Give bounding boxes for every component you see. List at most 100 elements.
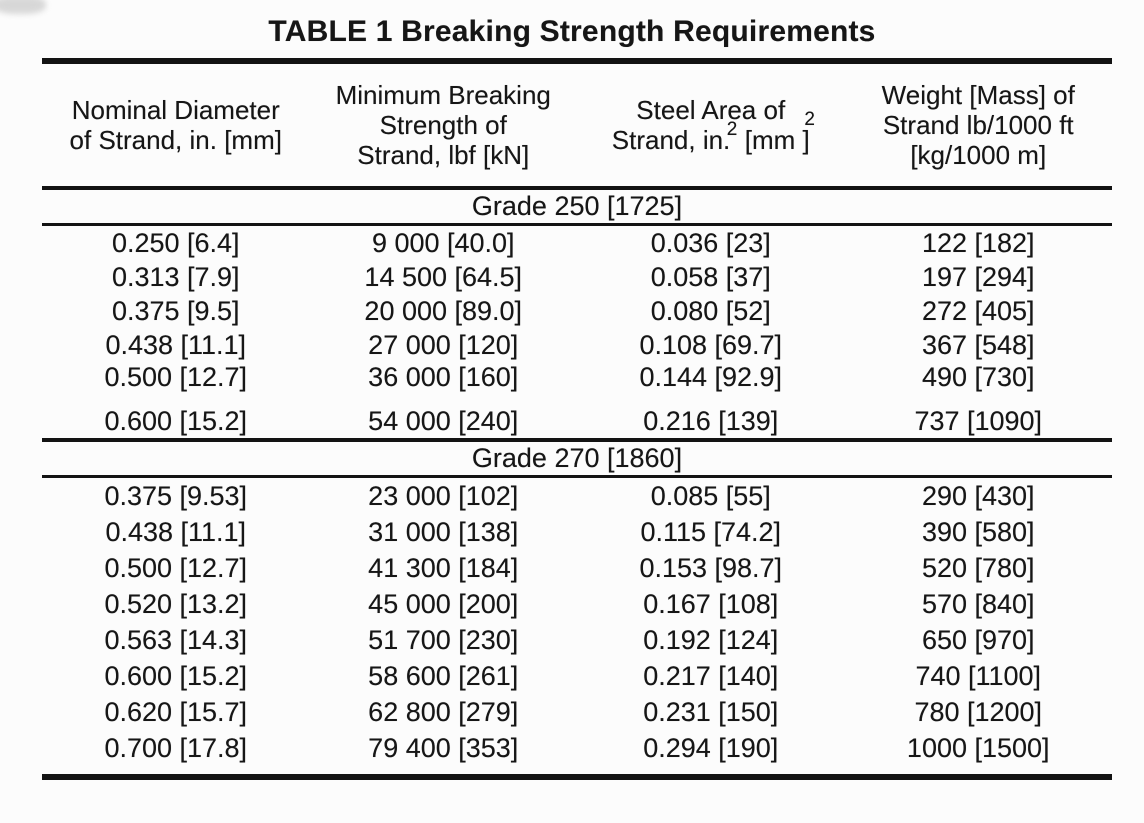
cell: 197 [294] <box>921 261 1035 292</box>
cell: 740 [1100] <box>915 660 1042 691</box>
cell: 650 [970] <box>921 624 1035 655</box>
cell: 20 000 [89.0] <box>364 295 523 326</box>
horizontal-rule <box>42 438 1112 442</box>
cell: 79 400 [353] <box>368 732 519 763</box>
cell: 0.080 [52] <box>650 295 771 326</box>
cell: 51 700 [230] <box>368 624 519 655</box>
cell: 0.231 [150] <box>643 696 779 727</box>
col-header-steel-area: Steel Area of Strand, in. [mm ] 2 2 <box>577 64 845 186</box>
cell: 0.294 [190] <box>643 732 779 763</box>
header-line: Weight [Mass] of <box>881 80 1075 110</box>
table-row: 0.375 [9.53] 23 000 [102] 0.085 [55] 290 [4… <box>42 478 1112 514</box>
table-row: 0.250 [6.4] 9 000 [40.0] 0.036 [23] 122 [18… <box>42 226 1112 260</box>
breaking-strength-table: Nominal Diameter of Strand, in. [mm] Min… <box>42 58 1112 780</box>
cell: 0.192 [124] <box>643 624 779 655</box>
cell: 0.438 [11.1] <box>105 329 247 360</box>
cell: 1000 [1500] <box>906 732 1050 763</box>
cell: 0.167 [108] <box>643 588 779 619</box>
table-title: TABLE 1 Breaking Strength Requirements <box>268 15 876 48</box>
cell: 0.500 [12.7] <box>104 362 248 392</box>
cell: 0.108 [69.7] <box>639 329 783 360</box>
header-line: Minimum Breaking <box>335 80 551 110</box>
header-line: Strand, lbf [kN] <box>357 140 530 170</box>
header-line: Strength of <box>379 110 507 140</box>
superscript-2-icon: 2 <box>804 109 815 130</box>
table-row: 0.520 [13.2] 45 000 [200] 0.167 [108] 570 [… <box>42 586 1112 622</box>
grade-270-rows: 0.375 [9.53] 23 000 [102] 0.085 [55] 290 [4… <box>42 478 1112 774</box>
cell: 0.563 [14.3] <box>104 624 248 655</box>
table-row: 0.500 [12.7] 41 300 [184] 0.153 [98.7] 520 … <box>42 550 1112 586</box>
col-header-min-breaking-strength: Minimum Breaking Strength of Strand, lbf… <box>310 64 578 186</box>
cell: 0.217 [140] <box>643 660 779 691</box>
header-line: [kg/1000 m] <box>910 140 1047 170</box>
horizontal-rule <box>42 223 1112 226</box>
table-row: 0.438 [11.1] 27 000 [120] 0.108 [69.7] 367 … <box>42 328 1112 362</box>
table-header-row: Nominal Diameter of Strand, in. [mm] Min… <box>42 64 1112 186</box>
horizontal-rule-bottom <box>42 774 1112 780</box>
table-row: 0.620 [15.7] 62 800 [279] 0.231 [150] 780 [… <box>42 694 1112 730</box>
cell: 737 [1090] <box>914 405 1043 436</box>
cell: 0.375 [9.5] <box>111 295 240 326</box>
cell: 0.313 [7.9] <box>111 261 240 292</box>
cell: 62 800 [279] <box>368 696 519 727</box>
grade-250-rows: 0.250 [6.4] 9 000 [40.0] 0.036 [23] 122 [18… <box>42 226 1112 438</box>
cell: 490 [730] <box>921 362 1035 392</box>
cell: 23 000 [102] <box>368 480 519 511</box>
horizontal-rule-top <box>42 58 1112 64</box>
table-row: 0.438 [11.1] 31 000 [138] 0.115 [74.2] 390 … <box>42 514 1112 550</box>
header-line: of Strand, in. [mm] <box>69 125 282 155</box>
cell: 0.375 [9.53] <box>104 480 248 511</box>
col-header-nominal-diameter: Nominal Diameter of Strand, in. [mm] <box>42 64 310 186</box>
scan-artifact <box>0 0 46 14</box>
horizontal-rule <box>42 475 1112 478</box>
cell: 0.250 [6.4] <box>111 227 240 258</box>
cell: 0.153 [98.7] <box>639 552 783 583</box>
superscript-2-icon: 2 <box>726 119 738 140</box>
cell: 9 000 [40.0] <box>371 227 515 258</box>
cell: 45 000 [200] <box>368 588 519 619</box>
section-header-grade-250: Grade 250 [1725] <box>471 191 683 221</box>
cell: 272 [405] <box>921 295 1035 326</box>
cell: 0.620 [15.7] <box>104 696 248 727</box>
table-row: 0.375 [9.5] 20 000 [89.0] 0.080 [52] 272 [4… <box>42 294 1112 328</box>
cell: 0.500 [12.7] <box>104 552 248 583</box>
table-row: 0.500 [12.7] 36 000 [160] 0.144 [92.9] 490 … <box>42 362 1112 392</box>
header-line: Steel Area of <box>636 95 786 125</box>
table-row: 0.700 [17.8] 79 400 [353] 0.294 [190] 1000 … <box>42 730 1112 766</box>
cell: 570 [840] <box>921 588 1035 619</box>
cell: 0.085 [55] <box>650 480 771 511</box>
cell: 0.600 [15.2] <box>104 660 248 691</box>
cell: 27 000 [120] <box>368 329 519 360</box>
table-row: 0.563 [14.3] 51 700 [230] 0.192 [124] 650 [… <box>42 622 1112 658</box>
cell: 0.520 [13.2] <box>104 588 248 619</box>
cell: 0.115 [74.2] <box>640 516 782 547</box>
cell: 58 600 [261] <box>368 660 519 691</box>
horizontal-rule <box>42 186 1112 190</box>
cell: 0.438 [11.1] <box>105 516 247 547</box>
cell: 36 000 [160] <box>368 362 519 392</box>
table-row: 0.600 [15.2] 58 600 [261] 0.217 [140] 740 [… <box>42 658 1112 694</box>
cell: 0.216 [139] <box>643 405 779 436</box>
cell: 520 [780] <box>921 552 1035 583</box>
cell: 14 500 [64.5] <box>364 261 523 292</box>
cell: 0.600 [15.2] <box>104 405 248 436</box>
section-header-grade-270: Grade 270 [1860] <box>471 443 683 473</box>
cell: 367 [548] <box>921 329 1035 360</box>
header-line: Nominal Diameter <box>71 95 280 125</box>
col-header-weight: Weight [Mass] of Strand lb/1000 ft [kg/1… <box>845 64 1113 186</box>
table-row: 0.313 [7.9] 14 500 [64.5] 0.058 [37] 197 [2… <box>42 260 1112 294</box>
cell: 0.058 [37] <box>650 261 771 292</box>
table-row: 0.600 [15.2] 54 000 [240] 0.216 [139] 737 [… <box>42 404 1112 438</box>
cell: 0.144 [92.9] <box>639 362 783 392</box>
cell: 54 000 [240] <box>368 405 519 436</box>
cell: 290 [430] <box>921 480 1035 511</box>
cell: 31 000 [138] <box>368 516 519 547</box>
cell: 0.700 [17.8] <box>104 732 248 763</box>
cell: 41 300 [184] <box>368 552 519 583</box>
cell: 0.036 [23] <box>650 227 771 258</box>
header-line: Strand, in. [mm ] <box>611 125 810 155</box>
cell: 390 [580] <box>921 516 1035 547</box>
cell: 780 [1200] <box>914 696 1043 727</box>
header-line: Strand lb/1000 ft <box>882 110 1074 140</box>
